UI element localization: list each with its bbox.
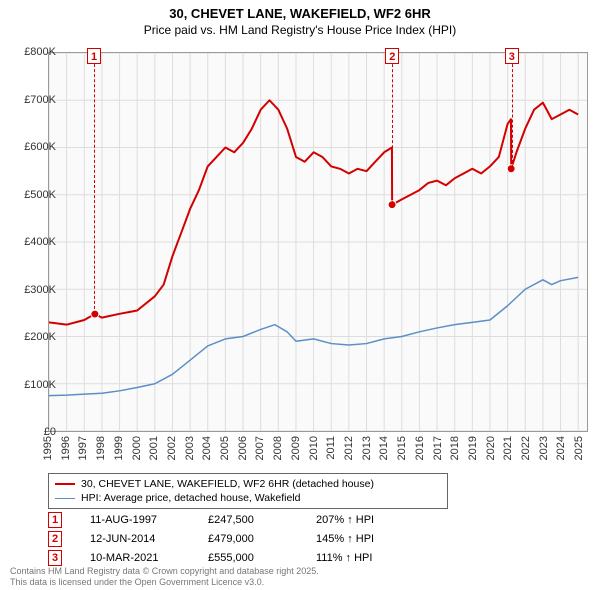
y-axis-tick-label: £300K	[0, 284, 56, 296]
attribution-line2: This data is licensed under the Open Gov…	[10, 577, 319, 588]
sale-price: £555,000	[208, 552, 288, 564]
chart-title: 30, CHEVET LANE, WAKEFIELD, WF2 6HR	[0, 0, 600, 23]
x-axis-tick-label: 2003	[184, 436, 196, 460]
x-axis-tick-label: 2002	[166, 436, 178, 460]
x-axis-tick-label: 2016	[414, 436, 426, 460]
y-axis-tick-label: £400K	[0, 236, 56, 248]
plot-area	[48, 52, 588, 432]
x-axis-tick-label: 2024	[555, 436, 567, 460]
chart-subtitle: Price paid vs. HM Land Registry's House …	[0, 23, 600, 41]
x-axis-tick-label: 1998	[95, 436, 107, 460]
x-axis-tick-label: 2023	[538, 436, 550, 460]
x-axis-tick-label: 2013	[361, 436, 373, 460]
sale-marker-box: 2	[385, 48, 399, 64]
x-axis-tick-label: 2025	[573, 436, 585, 460]
sale-row-marker: 1	[48, 512, 62, 528]
x-axis-tick-label: 2019	[467, 436, 479, 460]
x-axis-tick-label: 2020	[485, 436, 497, 460]
y-axis-tick-label: £800K	[0, 46, 56, 58]
sale-marker-box: 1	[87, 48, 101, 64]
legend-item: 30, CHEVET LANE, WAKEFIELD, WF2 6HR (det…	[55, 477, 441, 491]
x-axis-tick-label: 2022	[520, 436, 532, 460]
chart-container: 30, CHEVET LANE, WAKEFIELD, WF2 6HR Pric…	[0, 0, 600, 590]
x-axis-tick-label: 2010	[308, 436, 320, 460]
y-axis-tick-label: £700K	[0, 94, 56, 106]
sale-hpi-pct: 145% ↑ HPI	[316, 533, 426, 545]
y-axis-tick-label: £500K	[0, 189, 56, 201]
sale-marker-dashed-line	[512, 54, 513, 168]
attribution-line1: Contains HM Land Registry data © Crown c…	[10, 566, 319, 577]
x-axis-tick-label: 2004	[201, 436, 213, 460]
x-axis-tick-label: 2001	[148, 436, 160, 460]
legend-swatch	[55, 498, 75, 499]
x-axis-tick-label: 2012	[343, 436, 355, 460]
x-axis-tick-label: 2014	[378, 436, 390, 460]
legend-swatch	[55, 483, 75, 485]
sale-price: £479,000	[208, 533, 288, 545]
sale-marker-dashed-line	[94, 54, 95, 314]
sale-price: £247,500	[208, 514, 288, 526]
y-axis-tick-label: £200K	[0, 331, 56, 343]
sale-row-marker: 2	[48, 531, 62, 547]
legend-label: HPI: Average price, detached house, Wake…	[81, 492, 300, 504]
sale-marker-box: 3	[505, 48, 519, 64]
x-axis-tick-label: 2018	[449, 436, 461, 460]
y-axis-tick-label: £100K	[0, 379, 56, 391]
sales-table: 1 11-AUG-1997 £247,500 207% ↑ HPI 2 12-JUN-20…	[48, 510, 426, 567]
attribution-text: Contains HM Land Registry data © Crown c…	[10, 566, 319, 588]
sale-hpi-pct: 111% ↑ HPI	[316, 552, 426, 564]
x-axis-tick-label: 1997	[77, 436, 89, 460]
sale-hpi-pct: 207% ↑ HPI	[316, 514, 426, 526]
x-axis-tick-label: 1996	[60, 436, 72, 460]
x-axis-tick-label: 2006	[237, 436, 249, 460]
x-axis-tick-label: 2021	[502, 436, 514, 460]
x-axis-tick-label: 2000	[131, 436, 143, 460]
sale-row: 1 11-AUG-1997 £247,500 207% ↑ HPI	[48, 510, 426, 529]
legend-item: HPI: Average price, detached house, Wake…	[55, 491, 441, 505]
x-axis-tick-label: 2007	[254, 436, 266, 460]
x-axis-tick-label: 2009	[290, 436, 302, 460]
x-axis-tick-label: 1999	[113, 436, 125, 460]
sale-row: 2 12-JUN-2014 £479,000 145% ↑ HPI	[48, 529, 426, 548]
y-axis-tick-label: £600K	[0, 141, 56, 153]
x-axis-tick-label: 2011	[325, 436, 337, 460]
sale-date: 10-MAR-2021	[90, 552, 180, 564]
x-axis-tick-label: 2008	[272, 436, 284, 460]
legend-label: 30, CHEVET LANE, WAKEFIELD, WF2 6HR (det…	[81, 478, 374, 490]
sale-row: 3 10-MAR-2021 £555,000 111% ↑ HPI	[48, 548, 426, 567]
x-axis-tick-label: 2005	[219, 436, 231, 460]
x-axis-tick-label: 2015	[396, 436, 408, 460]
sale-date: 11-AUG-1997	[90, 514, 180, 526]
plot-svg	[49, 53, 587, 431]
sale-date: 12-JUN-2014	[90, 533, 180, 545]
x-axis-tick-label: 1995	[42, 436, 54, 460]
sale-marker-dashed-line	[392, 54, 393, 204]
x-axis-tick-label: 2017	[432, 436, 444, 460]
legend-box: 30, CHEVET LANE, WAKEFIELD, WF2 6HR (det…	[48, 473, 448, 509]
sale-row-marker: 3	[48, 550, 62, 566]
